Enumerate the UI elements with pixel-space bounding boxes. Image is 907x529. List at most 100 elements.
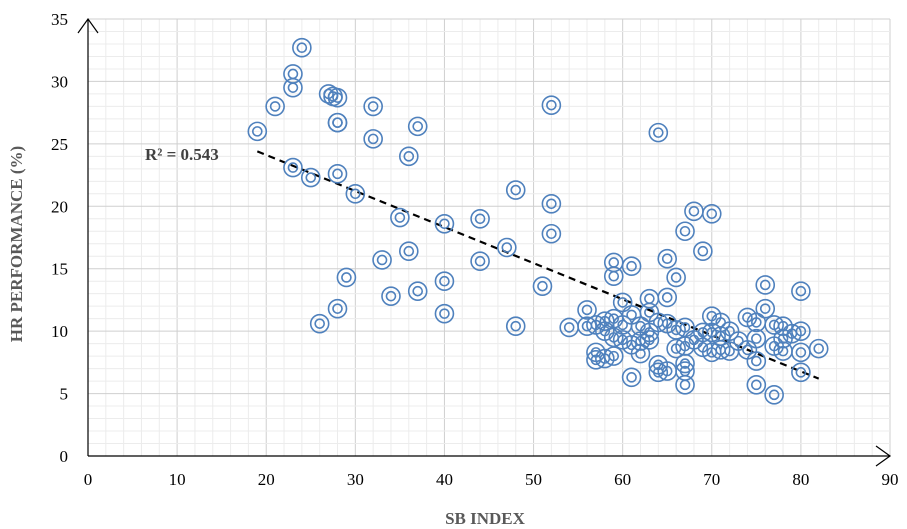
data-point: [755, 275, 776, 295]
data-point-inner-ring: [385, 290, 397, 302]
y-tick-label: 0: [60, 447, 69, 466]
x-tick-label: 50: [525, 470, 542, 489]
y-tick-label: 20: [51, 197, 68, 216]
data-point-outer-ring: [675, 375, 695, 395]
data-point: [407, 116, 428, 137]
data-point: [808, 338, 829, 359]
x-tick-labels: 0 10 20 30 40 50 60 70 80 90: [84, 470, 899, 489]
y-tick-label: 15: [51, 260, 68, 279]
data-point-outer-ring: [434, 303, 455, 324]
data-point-inner-ring: [350, 188, 361, 200]
data-point: [791, 281, 811, 301]
data-point-outer-ring: [791, 321, 811, 341]
data-point-outer-ring: [808, 338, 829, 359]
data-point-inner-ring: [537, 280, 548, 292]
data-point: [497, 237, 517, 258]
data-point-inner-ring: [439, 218, 450, 230]
x-axis-title: SB INDEX: [445, 509, 526, 528]
data-point-inner-ring: [751, 317, 762, 328]
data-point-inner-ring: [403, 151, 415, 162]
data-point-inner-ring: [332, 92, 343, 103]
data-point-outer-ring: [791, 362, 811, 383]
data-point-outer-ring: [603, 346, 624, 366]
data-point: [283, 77, 303, 98]
data-point: [363, 96, 383, 117]
data-point-inner-ring: [706, 208, 718, 220]
x-tick-label: 30: [347, 470, 364, 489]
chart-grid: [88, 18, 891, 456]
data-point-outer-ring: [292, 37, 312, 58]
data-point-outer-ring: [755, 298, 776, 319]
data-point-inner-ring: [679, 379, 691, 391]
data-point-inner-ring: [608, 257, 620, 268]
data-point-outer-ring: [666, 338, 686, 359]
data-point: [470, 208, 490, 229]
data-point-inner-ring: [751, 355, 762, 367]
data-point-outer-ring: [283, 157, 303, 178]
data-point-inner-ring: [412, 121, 424, 132]
data-point: [470, 251, 490, 272]
data-point-outer-ring: [746, 351, 767, 371]
data-point: [621, 256, 642, 277]
y-tick-label: 30: [51, 72, 68, 91]
data-point-outer-ring: [283, 77, 303, 98]
data-point-inner-ring: [376, 254, 388, 266]
data-point: [639, 330, 660, 350]
data-point-outer-ring: [577, 316, 597, 336]
data-point-inner-ring: [341, 272, 352, 283]
data-point-inner-ring: [367, 101, 379, 112]
data-point-outer-ring: [265, 96, 285, 117]
chart-axes: [77, 17, 892, 467]
data-point-outer-ring: [666, 267, 686, 288]
data-point-inner-ring: [439, 275, 450, 287]
data-point-outer-ring: [381, 286, 401, 306]
data-point: [648, 122, 669, 143]
data-point-inner-ring: [795, 325, 807, 337]
x-tick-label: 90: [882, 470, 899, 489]
data-point-outer-ring: [746, 328, 767, 349]
data-point-outer-ring: [363, 129, 383, 149]
data-point-inner-ring: [653, 127, 664, 138]
data-point: [603, 266, 624, 287]
data-point: [755, 298, 776, 319]
data-point-outer-ring: [764, 385, 784, 405]
data-point-inner-ring: [305, 172, 317, 183]
data-point-outer-ring: [675, 353, 695, 374]
data-point: [336, 267, 357, 288]
data-point: [398, 146, 419, 167]
y-tick-labels: 0 5 10 15 20 25 30 35: [51, 10, 68, 466]
data-point: [345, 184, 366, 204]
data-point: [764, 385, 784, 405]
data-point-outer-ring: [746, 375, 767, 395]
x-tick-label: 0: [84, 470, 93, 489]
data-point-inner-ring: [697, 245, 709, 257]
data-point-inner-ring: [617, 297, 628, 308]
data-point-inner-ring: [670, 272, 682, 283]
data-point: [283, 157, 303, 178]
data-point: [657, 248, 678, 269]
trendline-group: [256, 150, 820, 380]
data-point-outer-ring: [648, 312, 669, 333]
data-point: [381, 286, 401, 306]
data-point-outer-ring: [541, 223, 562, 244]
data-point: [292, 37, 312, 58]
data-point-inner-ring: [768, 389, 780, 401]
data-point-inner-ring: [795, 285, 807, 297]
data-point: [693, 241, 713, 262]
data-point: [675, 221, 695, 242]
x-axis-arrowhead: [875, 445, 892, 467]
x-tick-label: 10: [169, 470, 186, 489]
data-point-inner-ring: [626, 309, 637, 321]
data-point-outer-ring: [390, 207, 410, 228]
data-point: [390, 207, 410, 228]
data-point-inner-ring: [724, 325, 735, 337]
data-point: [363, 129, 383, 149]
data-point-outer-ring: [755, 275, 776, 295]
data-point: [675, 375, 695, 395]
data-point-inner-ring: [501, 242, 513, 253]
data-point-outer-ring: [675, 221, 695, 242]
data-point: [666, 267, 686, 288]
data-point-inner-ring: [394, 212, 406, 223]
data-point-inner-ring: [679, 322, 691, 333]
data-point: [505, 316, 526, 336]
